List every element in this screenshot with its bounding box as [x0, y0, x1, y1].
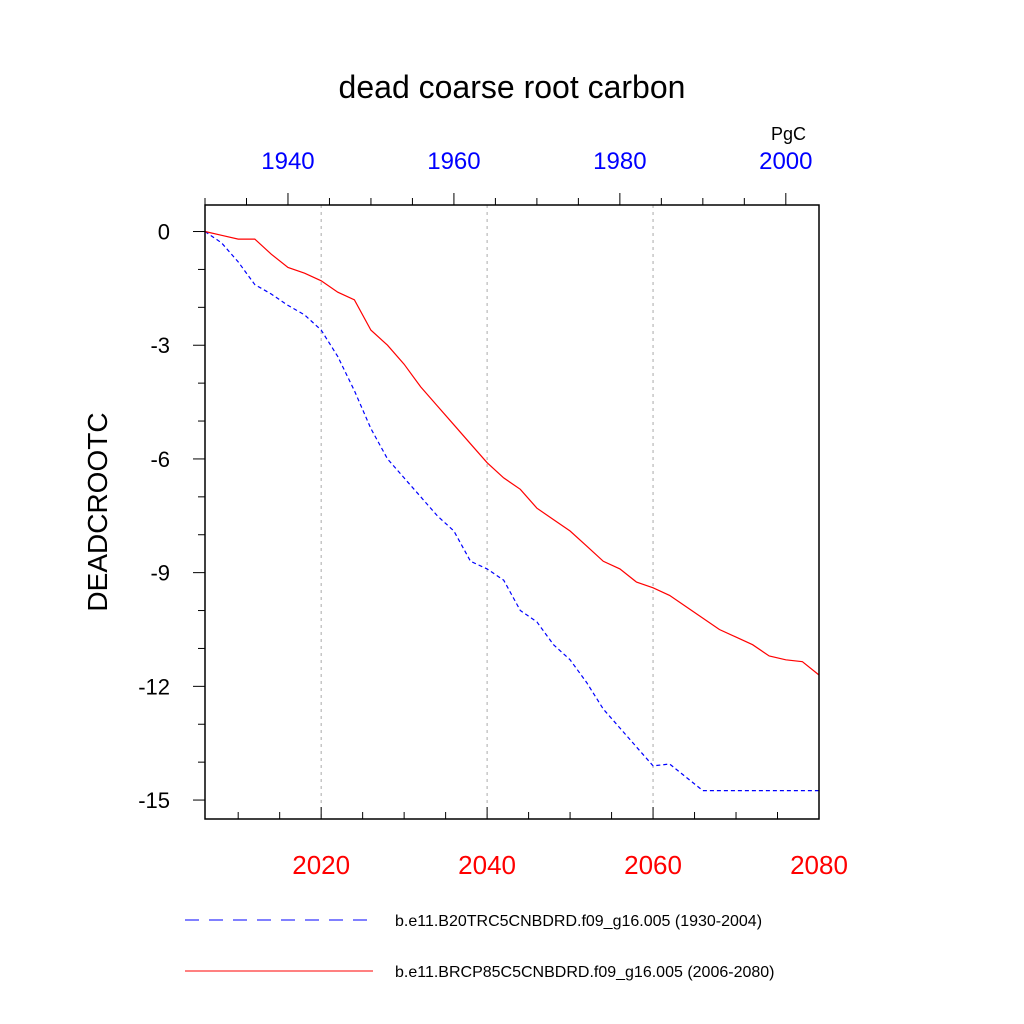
y-axis-label: DEADCROOTC — [82, 412, 113, 611]
series-line-0 — [204, 231, 819, 792]
y-tick-label: -6 — [150, 447, 170, 472]
y-tick-label: 0 — [158, 220, 170, 245]
x-bottom-tick-label: 2020 — [292, 850, 350, 880]
units-label: PgC — [771, 124, 806, 144]
x-top-tick-label: 1980 — [593, 148, 646, 175]
legend-label-1: b.e11.BRCP85C5CNBDRD.f09_g16.005 (2006-2… — [395, 964, 774, 981]
y-tick-label: -15 — [138, 788, 170, 813]
x-bottom-tick-label: 2040 — [458, 850, 516, 880]
y-tick-label: -3 — [150, 333, 170, 358]
gridlines — [320, 205, 654, 819]
series-line-1 — [204, 230, 820, 676]
x-top-tick-label: 1940 — [261, 148, 314, 175]
legend-label-0: b.e11.B20TRC5CNBDRD.f09_g16.005 (1930-20… — [395, 913, 762, 930]
legend: b.e11.B20TRC5CNBDRD.f09_g16.005 (1930-20… — [185, 913, 774, 981]
x-top-tick-label: 1960 — [427, 148, 480, 175]
x-bottom-tick-label: 2080 — [790, 850, 848, 880]
x-top-tick-label: 2000 — [759, 148, 812, 175]
plot-frame — [204, 204, 820, 820]
y-tick-label: -12 — [138, 674, 170, 699]
x-bottom-tick-label: 2060 — [624, 850, 682, 880]
plot-series — [204, 230, 820, 792]
y-tick-label: -9 — [150, 561, 170, 586]
chart-title: dead coarse root carbon — [339, 69, 686, 105]
axes: 2020 2040 2060 2080 1940 1960 1980 2000 0 -3 -6 -9 -… — [138, 148, 848, 880]
